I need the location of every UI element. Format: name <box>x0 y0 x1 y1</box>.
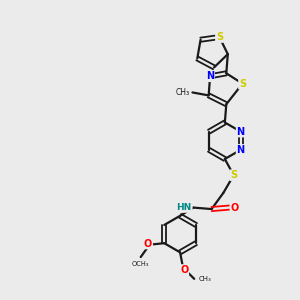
Text: N: N <box>237 145 245 155</box>
Text: N: N <box>237 127 245 136</box>
Text: N: N <box>206 71 214 81</box>
Text: CH₃: CH₃ <box>176 88 190 97</box>
Text: OCH₃: OCH₃ <box>132 261 149 267</box>
Text: O: O <box>180 265 188 275</box>
Text: CH₃: CH₃ <box>198 276 211 282</box>
Text: S: S <box>216 32 223 42</box>
Text: S: S <box>230 170 237 180</box>
Text: HN: HN <box>177 203 192 212</box>
Text: O: O <box>230 202 239 213</box>
Text: O: O <box>144 238 152 248</box>
Text: S: S <box>239 79 246 88</box>
